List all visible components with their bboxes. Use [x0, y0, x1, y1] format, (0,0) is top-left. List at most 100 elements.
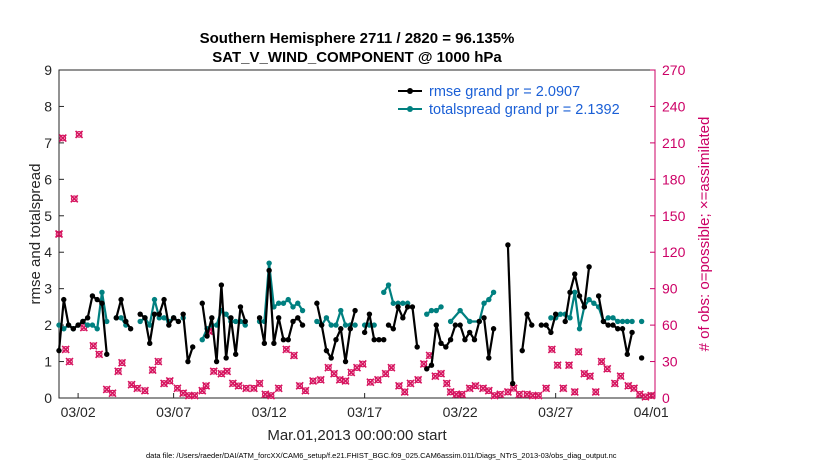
y-right-tick-label: 120 — [662, 244, 686, 260]
obs-assimilated-marker — [54, 229, 64, 239]
obs-assimilated-marker — [591, 387, 600, 396]
obs-possible-marker — [55, 230, 63, 238]
spread-point — [147, 322, 153, 328]
rmse-point — [299, 322, 306, 328]
spread-point — [161, 315, 167, 321]
obs-assimilated-marker — [597, 357, 606, 366]
spread-point — [328, 322, 334, 328]
obs-assimilated-marker — [603, 364, 612, 373]
spread-point — [605, 315, 611, 321]
spread-point — [615, 318, 621, 325]
obs-possible-marker — [342, 377, 349, 385]
obs-possible-marker — [114, 367, 122, 375]
rmse-point — [586, 264, 592, 270]
spread-point — [586, 296, 592, 303]
obs-count-markers — [54, 130, 656, 401]
rmse-point — [137, 311, 143, 317]
obs-possible-marker — [166, 377, 174, 385]
rmse-point — [576, 293, 583, 299]
obs-assimilated-marker — [89, 341, 98, 350]
obs-possible-marker — [330, 370, 338, 378]
obs-assimilated-marker — [629, 384, 639, 393]
series-lines — [56, 242, 645, 387]
rmse-point — [462, 336, 468, 343]
obs-possible-marker — [302, 387, 309, 395]
rmse-point — [624, 351, 631, 357]
y-tick-label: 2 — [44, 317, 52, 333]
y-tick-label: 4 — [44, 244, 52, 260]
spread-point — [447, 318, 454, 325]
rmse-point — [94, 296, 100, 303]
obs-possible-marker — [109, 389, 116, 397]
obs-assimilated-marker — [242, 384, 251, 393]
obs-assimilated-marker — [542, 384, 551, 393]
obs-possible-marker — [66, 358, 73, 365]
rmse-point — [338, 326, 344, 332]
obs-assimilated-marker — [442, 379, 451, 388]
obs-assimilated-marker — [133, 384, 142, 393]
rmse-point — [314, 300, 320, 306]
obs-assimilated-marker — [503, 387, 512, 396]
obs-assimilated-marker — [616, 372, 625, 381]
rmse-point — [180, 311, 186, 317]
obs-possible-marker — [548, 346, 556, 353]
obs-assimilated-marker — [274, 384, 283, 393]
obs-possible-marker — [395, 382, 403, 390]
x-tick-label: 03/02 — [61, 404, 96, 420]
obs-assimilated-marker — [553, 361, 562, 370]
spread-point — [572, 289, 578, 296]
rmse-point — [371, 336, 377, 343]
rmse-point — [161, 296, 167, 303]
rmse-point — [266, 267, 272, 274]
rmse-line-segment — [506, 244, 514, 384]
y-right-tick-label: 180 — [662, 171, 686, 187]
rmse-point — [61, 296, 67, 303]
spread-point — [486, 296, 492, 303]
rmse-point — [242, 318, 248, 325]
rmse-point — [204, 333, 210, 339]
spread-point — [338, 307, 344, 314]
rmse-point — [232, 351, 239, 357]
rmse-point — [572, 271, 578, 277]
obs-possible-marker — [586, 372, 594, 380]
legend-rmse-label: rmse grand pr = 2.0907 — [429, 84, 580, 100]
spread-point — [199, 336, 205, 343]
obs-possible-marker — [223, 367, 231, 375]
rmse-point — [452, 322, 459, 328]
spread-point — [490, 289, 497, 296]
rmse-point — [385, 322, 392, 328]
left-axis: 0 1 2 3 4 5 6 7 8 9 — [44, 62, 64, 406]
spread-point — [352, 322, 358, 328]
spread-point — [433, 307, 439, 314]
rmse-point — [529, 322, 535, 328]
obs-assimilated-marker — [282, 345, 291, 354]
obs-possible-marker — [62, 346, 70, 353]
rmse-point — [361, 329, 368, 336]
rmse-line-segment — [201, 283, 247, 363]
spread-point — [457, 307, 463, 314]
rmse-point — [467, 329, 473, 336]
obs-possible-marker — [235, 382, 242, 390]
obs-assimilated-marker — [373, 375, 383, 384]
rmse-point — [390, 326, 396, 332]
obs-possible-marker — [275, 384, 283, 392]
obs-possible-marker — [407, 380, 414, 387]
rmse-point — [505, 242, 511, 248]
rmse-point — [524, 311, 530, 317]
obs-possible-marker — [317, 376, 325, 384]
obs-possible-marker — [611, 380, 619, 387]
rmse-point — [600, 318, 607, 325]
spread-point — [295, 300, 301, 306]
obs-possible-marker — [267, 392, 275, 399]
obs-possible-marker — [443, 380, 451, 387]
rmse-point — [376, 336, 382, 343]
chart-subtitle: SAT_V_WIND_COMPONENT @ 1000 hPa — [212, 49, 502, 66]
rmse-point — [218, 282, 225, 288]
rmse-point — [166, 322, 172, 328]
obs-possible-marker — [210, 367, 218, 375]
obs-assimilated-marker — [436, 369, 446, 378]
obs-assimilated-marker — [471, 381, 480, 390]
rmse-point — [65, 322, 72, 328]
rmse-point — [118, 296, 124, 303]
spread-point — [232, 318, 239, 325]
